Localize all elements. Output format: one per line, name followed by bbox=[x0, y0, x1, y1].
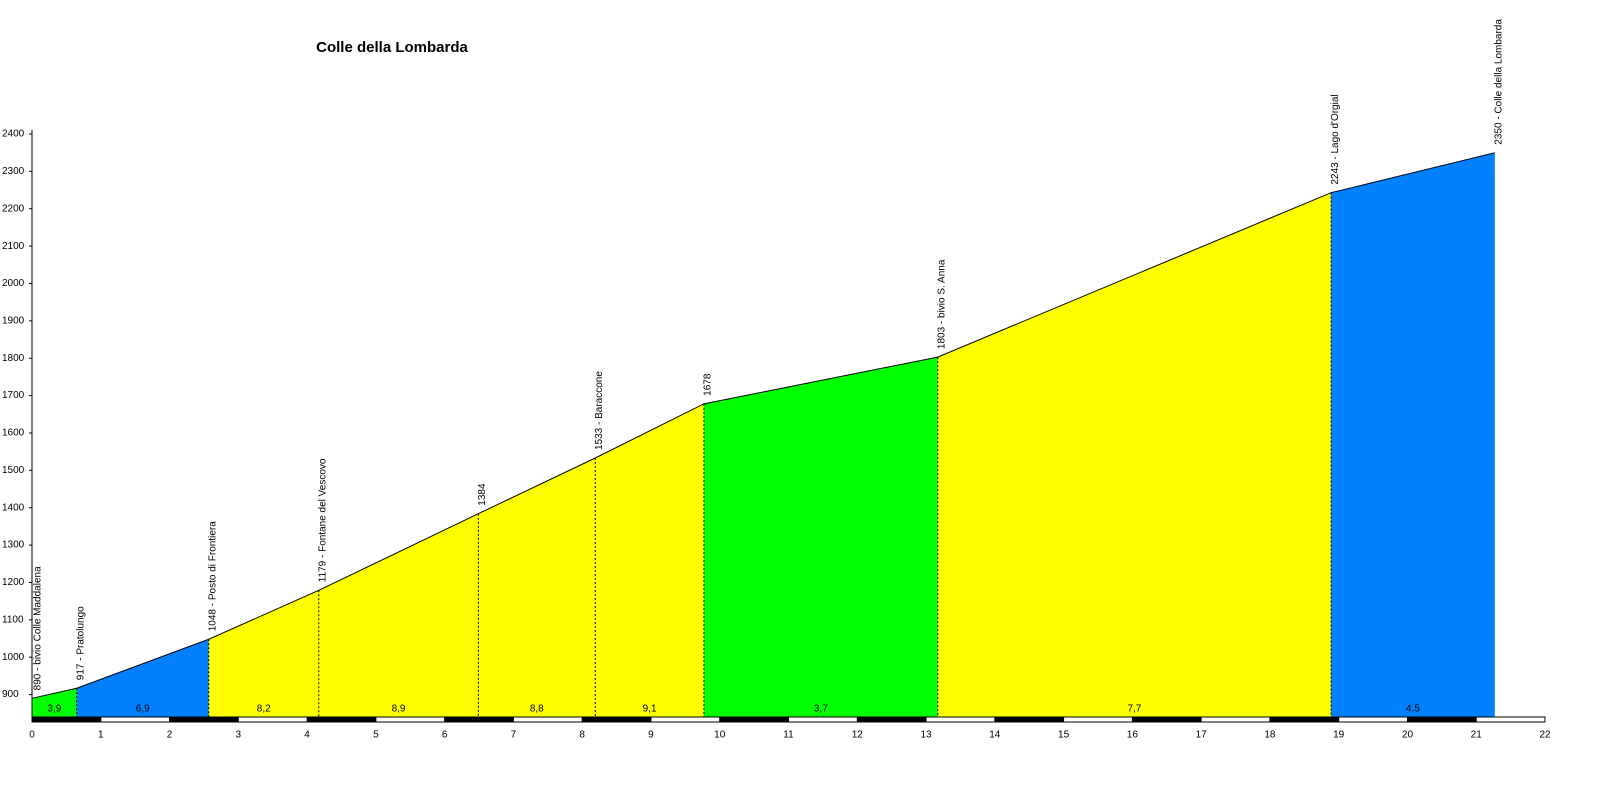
km-block bbox=[307, 717, 376, 722]
point-label: 917 - Pratolungo bbox=[75, 606, 86, 680]
x-tick-label: 4 bbox=[304, 730, 310, 741]
x-tick-label: 16 bbox=[1127, 730, 1139, 741]
segment-area bbox=[208, 590, 319, 717]
km-block bbox=[857, 717, 927, 722]
y-tick-label: 2100 bbox=[2, 241, 25, 252]
x-tick-label: 14 bbox=[989, 730, 1001, 741]
x-tick-label: 10 bbox=[714, 730, 726, 741]
x-tick-label: 12 bbox=[852, 730, 864, 741]
point-label: 890 - bivio Colle Maddalena bbox=[33, 566, 44, 690]
y-tick-label: 1800 bbox=[2, 353, 25, 364]
point-label: 1678 bbox=[703, 373, 714, 396]
gradient-label: 8,9 bbox=[392, 704, 406, 715]
segment-area bbox=[76, 639, 209, 717]
point-label: 2243 - Lago d'Orgial bbox=[1330, 94, 1341, 184]
y-tick-label: 2200 bbox=[2, 203, 25, 214]
km-block bbox=[32, 717, 101, 722]
segment-area bbox=[32, 688, 77, 717]
y-tick-label: 1600 bbox=[2, 428, 25, 439]
km-block bbox=[719, 717, 789, 722]
y-tick-label: 1700 bbox=[2, 390, 25, 401]
x-tick-label: 17 bbox=[1196, 730, 1208, 741]
segment-area bbox=[478, 458, 596, 717]
point-label: 1179 - Fontane del Vescovo bbox=[317, 458, 328, 582]
x-tick-label: 7 bbox=[511, 730, 517, 741]
gradient-label: 3,9 bbox=[47, 704, 61, 715]
km-block bbox=[169, 717, 239, 722]
segment-area bbox=[1331, 152, 1495, 717]
x-tick-label: 3 bbox=[236, 730, 242, 741]
y-tick-label: 900 bbox=[2, 689, 19, 700]
profile-line bbox=[31, 152, 1495, 699]
x-tick-label: 1 bbox=[98, 730, 104, 741]
point-label: 2350 - Colle della Lombarda bbox=[1493, 19, 1504, 145]
x-tick-label: 11 bbox=[783, 730, 794, 741]
x-tick-label: 13 bbox=[920, 730, 932, 741]
x-tick-label: 21 bbox=[1471, 730, 1483, 741]
point-label: 1533 - Baraccone bbox=[594, 371, 605, 450]
point-label: 1048 - Posto di Frontiera bbox=[207, 521, 218, 631]
x-tick-label: 19 bbox=[1333, 730, 1345, 741]
y-tick-label: 1000 bbox=[2, 652, 25, 663]
gradient-label: 9,1 bbox=[643, 704, 657, 715]
y-tick-label: 1900 bbox=[2, 315, 25, 326]
segment-area bbox=[703, 357, 938, 717]
x-tick-label: 6 bbox=[442, 730, 448, 741]
gradient-label: 8,8 bbox=[530, 704, 544, 715]
y-tick-label: 2300 bbox=[2, 166, 25, 177]
x-tick-label: 20 bbox=[1402, 730, 1414, 741]
x-tick-label: 2 bbox=[167, 730, 173, 741]
x-tick-label: 5 bbox=[373, 730, 379, 741]
gradient-label: 6,9 bbox=[136, 704, 150, 715]
gradient-label: 4,5 bbox=[1406, 704, 1420, 715]
segment-area bbox=[318, 513, 479, 717]
y-tick-label: 2000 bbox=[2, 278, 25, 289]
segment-area bbox=[937, 192, 1332, 718]
x-tick-label: 0 bbox=[29, 730, 35, 741]
y-tick-label: 1500 bbox=[2, 465, 25, 476]
segment-area bbox=[595, 403, 704, 717]
km-block bbox=[994, 717, 1064, 722]
x-tick-label: 15 bbox=[1058, 730, 1070, 741]
point-label: 1803 - bivio S. Anna bbox=[936, 259, 947, 349]
y-tick-label: 1100 bbox=[2, 614, 24, 625]
km-block bbox=[582, 717, 651, 722]
km-block bbox=[1407, 717, 1477, 722]
y-tick-label: 1300 bbox=[2, 540, 25, 551]
km-block bbox=[1269, 717, 1339, 722]
gradient-label: 8,2 bbox=[257, 704, 271, 715]
point-label: 1384 bbox=[477, 483, 488, 506]
y-tick-label: 2400 bbox=[2, 129, 25, 140]
chart-title: Colle della Lombarda bbox=[316, 39, 468, 56]
y-tick-label: 1400 bbox=[2, 502, 25, 513]
gradient-label: 7,7 bbox=[1127, 704, 1141, 715]
x-tick-label: 22 bbox=[1539, 730, 1551, 741]
x-tick-label: 18 bbox=[1264, 730, 1276, 741]
y-tick-label: 1200 bbox=[2, 577, 25, 588]
gradient-label: 3,7 bbox=[814, 704, 828, 715]
km-block bbox=[444, 717, 514, 722]
x-tick-label: 8 bbox=[579, 730, 585, 741]
x-tick-label: 9 bbox=[648, 730, 654, 741]
km-block bbox=[1132, 717, 1202, 722]
